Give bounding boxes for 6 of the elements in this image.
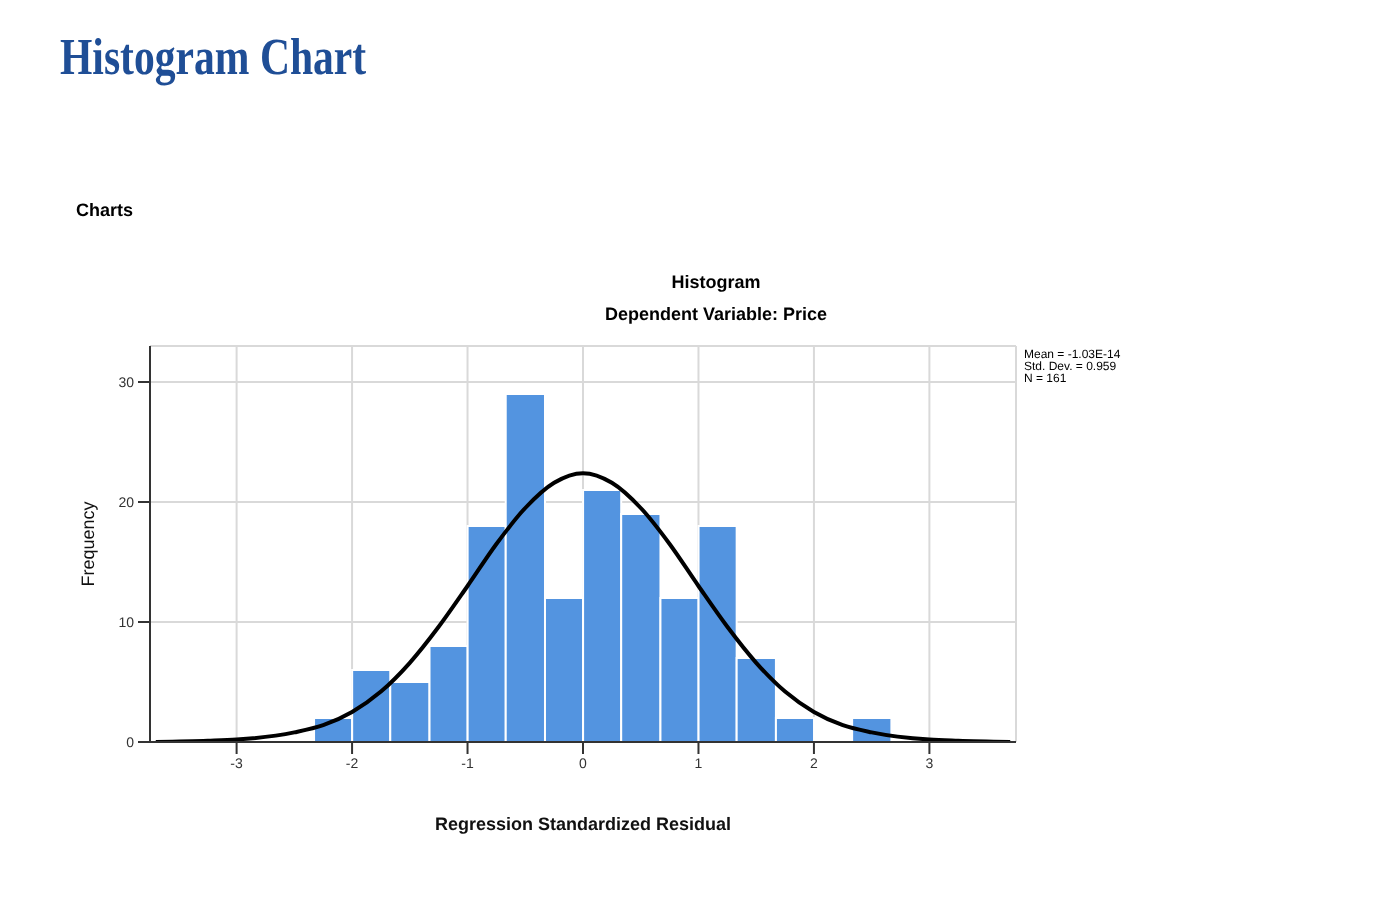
- text: Charts: [76, 200, 134, 220]
- text: Histogram Chart: [60, 28, 367, 88]
- chart-subtitle: Dependent Variable: Price: [602, 304, 830, 324]
- y-axis-title: Frequency: [78, 500, 99, 587]
- x-axis-title: Regression Standardized Residual: [434, 814, 732, 834]
- chart-title: Histogram: [669, 272, 763, 292]
